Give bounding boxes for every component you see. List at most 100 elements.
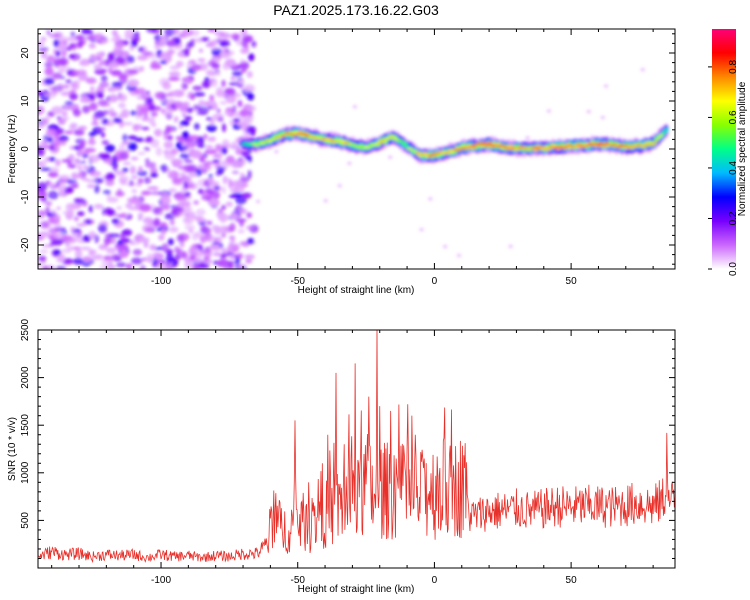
ridge-cell	[513, 148, 519, 151]
noise-blob	[69, 124, 77, 131]
y-tick-label: 2000	[20, 366, 31, 389]
noise-blob	[82, 165, 90, 170]
noise-blob	[184, 261, 194, 269]
noise-blob	[111, 29, 118, 37]
noise-blob	[196, 143, 206, 149]
noise-blob	[118, 73, 128, 80]
noise-blob	[112, 48, 121, 57]
noise-blob	[167, 49, 174, 57]
noise-blob	[138, 166, 143, 173]
noise-blob	[66, 245, 74, 252]
noise-blob	[225, 201, 233, 207]
noise-blob	[208, 136, 217, 142]
ridge-cell	[307, 136, 312, 139]
noise-blob	[111, 218, 120, 225]
noise-blob	[190, 64, 202, 71]
noise-blob	[212, 252, 222, 257]
noise-blob	[170, 127, 176, 132]
noise-blob	[182, 131, 189, 139]
noise-blob	[169, 65, 180, 70]
colorbar-ticks: 0.0 0.2 0.4 0.6 0.8	[708, 60, 739, 276]
noise-blob	[45, 128, 57, 137]
noise-blob	[115, 262, 127, 268]
noise-blob	[137, 178, 144, 184]
noise-blob	[91, 254, 104, 260]
noise-blob	[104, 241, 109, 247]
noise-blob	[38, 231, 51, 238]
noise-blob	[41, 50, 48, 59]
noise-blob	[205, 78, 215, 83]
noise-blob	[74, 198, 86, 204]
noise-blob	[95, 91, 104, 99]
noise-blob	[57, 253, 66, 263]
x-tick-label: -100	[151, 575, 171, 586]
noise-blob	[162, 248, 174, 254]
noise-blob	[75, 34, 85, 41]
noise-blob	[170, 158, 183, 166]
noise-blob	[153, 190, 158, 196]
noise-blob	[428, 197, 433, 201]
noise-blob	[68, 154, 75, 161]
y-tick-label: -10	[20, 189, 31, 204]
noise-blob	[206, 259, 213, 264]
noise-blob	[38, 142, 43, 146]
noise-blob	[87, 138, 96, 146]
noise-blob	[180, 251, 188, 259]
snr-panel: -100 -50 0 50 500 1000 1500 2000 2500 Height of …	[7, 318, 676, 595]
noise-blob	[125, 263, 133, 269]
y-tick-label: 10	[20, 95, 31, 107]
noise-blob	[188, 247, 197, 256]
ridge-cell	[585, 144, 590, 147]
ridge-cell	[361, 147, 366, 150]
noise-blob	[60, 91, 72, 97]
noise-blob	[38, 91, 44, 96]
noise-blob	[97, 224, 108, 233]
noise-blob	[135, 111, 141, 121]
noise-blob	[196, 218, 208, 223]
ridge-cell	[356, 146, 361, 148]
noise-blob	[81, 154, 89, 158]
noise-blob	[214, 185, 220, 191]
noise-blob	[39, 160, 48, 165]
ridge-cell	[366, 147, 371, 149]
ridge-cell	[378, 141, 384, 144]
figure-title: PAZ1.2025.173.16.22.G03	[273, 2, 439, 18]
noise-blob	[215, 143, 222, 152]
noise-blob	[183, 48, 190, 57]
y-tick-label: 500	[20, 512, 31, 529]
noise-blob	[188, 69, 197, 75]
noise-blob	[153, 218, 161, 227]
noise-blob	[139, 237, 150, 244]
noise-blob	[232, 118, 241, 123]
noise-blob	[241, 193, 252, 199]
noise-blob	[215, 91, 228, 98]
noise-blob	[204, 149, 217, 155]
noise-blob	[221, 204, 227, 211]
ridge-cell	[533, 146, 539, 149]
ridge-cell	[600, 143, 605, 145]
noise-blob	[100, 220, 108, 225]
noise-blob	[224, 58, 236, 68]
noise-blob	[228, 261, 234, 269]
noise-blob	[179, 120, 190, 126]
noise-blob	[141, 126, 150, 131]
noise-blob	[145, 158, 150, 164]
noise-blob	[98, 244, 108, 251]
noise-blob	[104, 174, 110, 181]
noise-blob	[243, 84, 255, 93]
noise-blob	[221, 231, 227, 238]
noise-blob	[78, 60, 90, 67]
noise-blob	[79, 149, 84, 155]
noise-blob	[141, 117, 151, 122]
noise-blob	[49, 167, 60, 173]
noise-blob	[98, 265, 111, 269]
noise-blob	[419, 228, 424, 232]
noise-blob	[247, 109, 253, 118]
noise-blob	[108, 61, 114, 71]
noise-blob	[225, 95, 237, 104]
noise-blob	[235, 79, 246, 84]
noise-blob	[234, 256, 241, 266]
noise-blob	[97, 39, 102, 44]
noise-blob	[56, 206, 61, 211]
noise-blob	[216, 236, 223, 245]
